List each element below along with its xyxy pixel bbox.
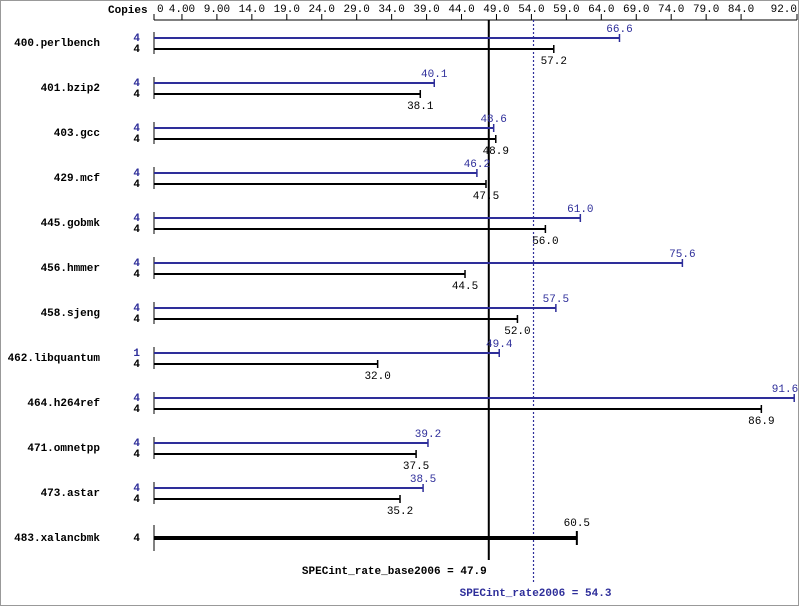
copies: 4: [133, 269, 140, 281]
value-label: 35.2: [387, 506, 413, 518]
x-tick-label: 19.0: [274, 4, 300, 16]
copies: 4: [133, 168, 140, 180]
x-tick-label: 14.0: [239, 4, 265, 16]
copies: 1: [133, 348, 140, 360]
value-label: 46.2: [464, 159, 490, 171]
reference-label: SPECint_rate2006 = 54.3: [460, 588, 612, 600]
category-label: 400.perlbench: [14, 38, 100, 50]
copies: 4: [133, 123, 140, 135]
copies: 4: [133, 89, 140, 101]
copies: 4: [133, 438, 140, 450]
x-tick-label: 24.0: [309, 4, 335, 16]
value-label: 61.0: [567, 204, 593, 216]
category-label: 458.sjeng: [41, 308, 100, 320]
value-label: 49.4: [486, 339, 513, 351]
x-tick-label: 64.0: [588, 4, 614, 16]
value-label: 75.6: [669, 249, 695, 261]
value-label: 40.1: [421, 69, 448, 81]
value-label: 44.5: [452, 281, 478, 293]
copies: 4: [133, 393, 140, 405]
copies: 4: [133, 179, 140, 191]
copies: 4: [133, 483, 140, 495]
x-tick-label: 69.0: [623, 4, 649, 16]
category-label: 445.gobmk: [41, 218, 101, 230]
category-label: 462.libquantum: [8, 353, 101, 365]
value-label: 60.5: [564, 518, 590, 530]
value-label: 57.5: [543, 294, 569, 306]
value-label: 39.2: [415, 429, 441, 441]
copies: 4: [133, 33, 140, 45]
category-label: 401.bzip2: [41, 83, 100, 95]
copies: 4: [133, 494, 140, 506]
x-tick-label: 92.0: [771, 4, 797, 16]
value-label: 32.0: [364, 371, 390, 383]
value-label: 48.6: [480, 114, 506, 126]
value-label: 47.5: [473, 191, 499, 203]
x-tick-label: 29.0: [343, 4, 369, 16]
category-label: 429.mcf: [54, 173, 101, 185]
copies: 4: [133, 134, 140, 146]
x-tick-label: 79.0: [693, 4, 719, 16]
x-tick-label: 9.00: [204, 4, 230, 16]
x-tick-label: 44.0: [448, 4, 474, 16]
x-tick-label: 34.0: [378, 4, 404, 16]
value-label: 91.6: [772, 384, 798, 396]
value-label: 86.9: [748, 416, 774, 428]
category-label: 471.omnetpp: [27, 443, 100, 455]
copies: 4: [133, 78, 140, 90]
value-label: 37.5: [403, 461, 429, 473]
value-label: 57.2: [541, 56, 567, 68]
x-tick-label: 74.0: [658, 4, 684, 16]
copies: 4: [133, 533, 140, 545]
copies: 4: [133, 359, 140, 371]
category-label: 473.astar: [41, 488, 100, 500]
category-label: 456.hmmer: [41, 263, 100, 275]
reference-label: SPECint_rate_base2006 = 47.9: [302, 566, 487, 578]
x-tick-label: 59.0: [553, 4, 579, 16]
x-tick-label: 49.0: [483, 4, 509, 16]
copies: 4: [133, 44, 140, 56]
copies: 4: [133, 449, 140, 461]
copies: 4: [133, 404, 140, 416]
value-label: 38.5: [410, 474, 436, 486]
copies: 4: [133, 314, 140, 326]
x-tick-label: 54.0: [518, 4, 544, 16]
category-label: 403.gcc: [54, 128, 100, 140]
x-tick-label: 4.00: [169, 4, 195, 16]
x-tick-label: 84.0: [728, 4, 754, 16]
value-label: 48.9: [483, 146, 509, 158]
copies: 4: [133, 224, 140, 236]
copies: 4: [133, 303, 140, 315]
category-label: 464.h264ref: [27, 398, 100, 410]
value-label: 38.1: [407, 101, 434, 113]
value-label: 66.6: [606, 24, 632, 36]
category-label: 483.xalancbmk: [14, 533, 100, 545]
x-tick-label: 0: [157, 4, 164, 16]
value-label: 56.0: [532, 236, 558, 248]
value-label: 52.0: [504, 326, 530, 338]
copies: 4: [133, 213, 140, 225]
copies: 4: [133, 258, 140, 270]
copies-header: Copies: [108, 5, 148, 17]
x-tick-label: 39.0: [413, 4, 439, 16]
